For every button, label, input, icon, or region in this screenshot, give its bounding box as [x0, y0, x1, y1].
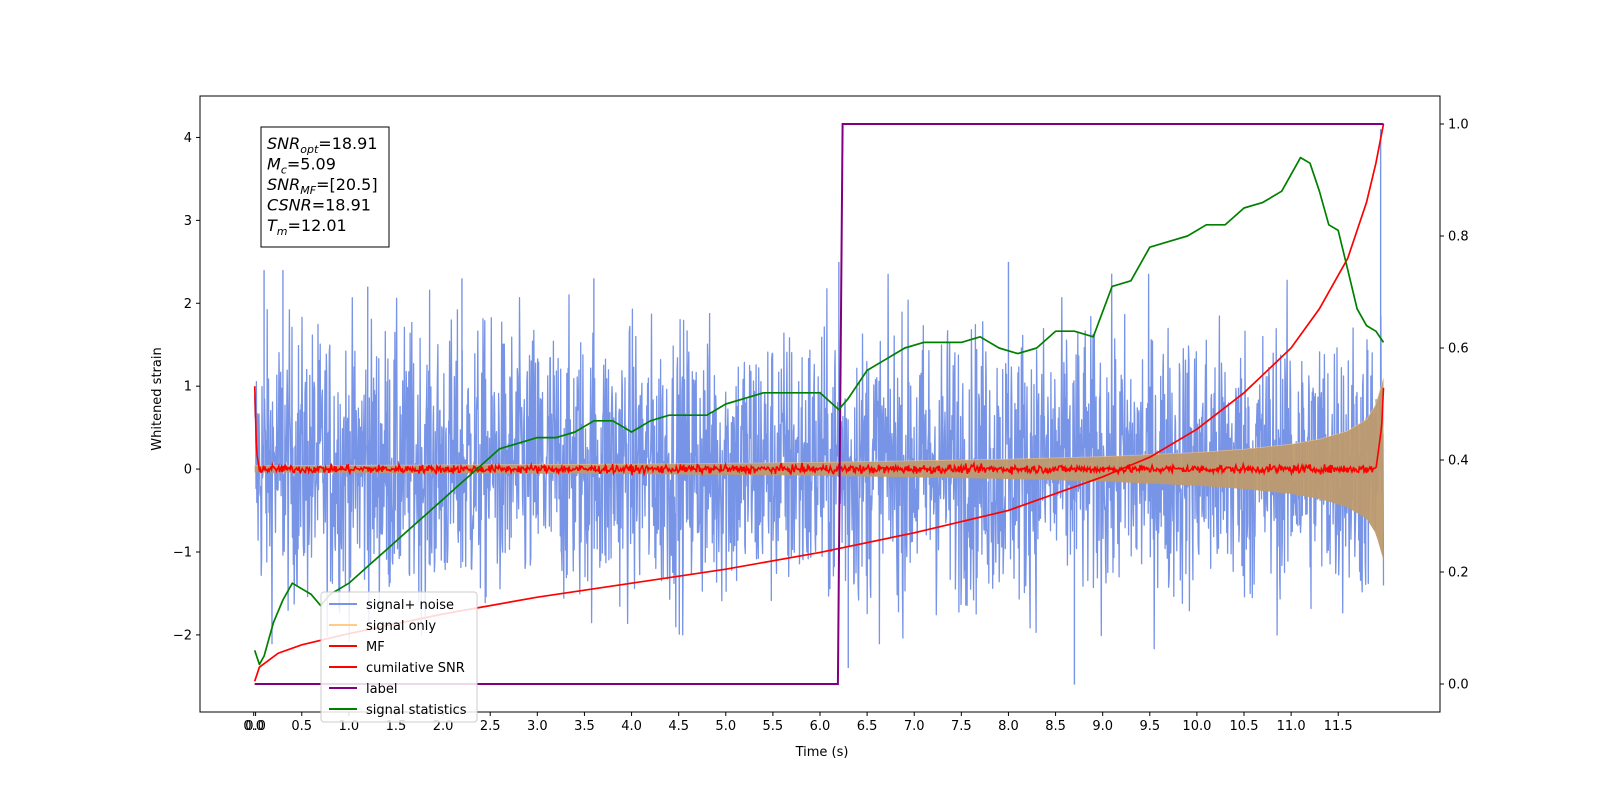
x-tick-label: 6.0 [810, 719, 831, 734]
y-tick-label: 0 [184, 463, 192, 478]
legend-label: cumilative SNR [366, 661, 465, 676]
y-tick-label: 2 [184, 297, 192, 312]
x-tick-label: 4.0 [621, 719, 642, 734]
x-tick-label: 1.5 [386, 719, 407, 734]
legend-frame [320, 591, 478, 723]
y-axis-title: Whitened strain [150, 347, 165, 450]
info-subscript: m [277, 225, 288, 238]
info-line: Tm=12.01 [267, 216, 347, 238]
y2-tick-label: 1.0 [1448, 118, 1469, 133]
x-tick-label: 11.0 [1277, 719, 1306, 734]
x-tick-label: 7.5 [951, 719, 972, 734]
y-tick-label: 1 [184, 380, 192, 395]
x-tick-label: 9.5 [1139, 719, 1160, 734]
x-tick-label: 2.0 [433, 719, 454, 734]
x-tick-label: 2.5 [480, 719, 501, 734]
info-value: =18.91 [318, 134, 377, 153]
y-tick-label: 3 [184, 214, 192, 229]
info-value: =12.01 [288, 216, 347, 235]
info-value: =5.09 [287, 155, 336, 174]
y-tick-label: −1 [173, 545, 192, 560]
y-tick-label: −2 [173, 628, 192, 643]
legend-label: MF [366, 640, 385, 655]
x-tick-label: 5.0 [715, 719, 736, 734]
y-tick-label: 4 [184, 131, 192, 146]
info-line: SNRopt=18.91 [267, 134, 378, 156]
y2-tick-label: 0.0 [1448, 678, 1469, 693]
legend-label: signal statistics [366, 703, 467, 718]
x-tick-label: 10.5 [1230, 719, 1259, 734]
x-tick-label: 10.0 [1182, 719, 1211, 734]
legend-label: signal only [366, 619, 436, 634]
y2-tick-label: 0.8 [1448, 230, 1469, 245]
info-subscript: MF [300, 184, 316, 197]
x-tick-label: 11.5 [1324, 719, 1353, 734]
x-tick-label: 8.5 [1045, 719, 1066, 734]
y2-tick-label: 0.4 [1448, 454, 1469, 469]
x-tick-label: 8.0 [998, 719, 1019, 734]
x-tick-label: 0.0 [245, 719, 266, 734]
x-tick-label: 9.0 [1092, 719, 1113, 734]
info-line: CSNR=18.91 [267, 196, 371, 215]
info-symbol: T [267, 216, 278, 235]
series-label-line [254, 123, 1384, 685]
x-tick-label: 6.5 [857, 719, 878, 734]
x-tick-label: 0.0 [243, 719, 264, 734]
y2-tick-label: 0.2 [1448, 566, 1469, 581]
x-tick-label: 0.5 [291, 719, 312, 734]
info-symbol: SNR [267, 134, 300, 153]
info-subscript: opt [300, 143, 319, 156]
info-value: =18.91 [312, 196, 371, 215]
info-value: =[20.5] [316, 175, 378, 194]
info-box-frame [260, 126, 390, 248]
info-line: Mc=5.09 [267, 155, 336, 177]
info-line: SNRMF=[20.5] [267, 175, 378, 197]
x-tick-label: 1.0 [339, 719, 360, 734]
x-tick-label: 3.5 [574, 719, 595, 734]
series-signal-only-line [254, 377, 1384, 467]
series-mf-line [253, 386, 1385, 478]
info-symbol: M [267, 155, 281, 174]
legend-label: signal+ noise [366, 598, 454, 613]
info-box: SNRopt=18.91Mc=5.09SNRMF=[20.5]CSNR=18.9… [260, 126, 390, 248]
x-axis-title: Time (s) [795, 745, 849, 760]
info-symbol: SNR [267, 175, 300, 194]
x-tick-label: 3.0 [527, 719, 548, 734]
y2-tick-label: 0.6 [1448, 342, 1469, 357]
x-tick-label: 4.5 [668, 719, 689, 734]
legend-label: label [366, 682, 397, 697]
legend: signal+ noise signal only MF cumilative SNR… [320, 591, 478, 723]
x-tick-label: 7.0 [904, 719, 925, 734]
info-symbol: CSNR [267, 196, 312, 215]
info-subscript: c [281, 164, 287, 177]
x-tick-label: 5.5 [763, 719, 784, 734]
axes-layer: 0.0 0.0 0.5 1.0 1.5 2.0 2.5 3.0 3.5 4.0 4.5 5.0 5.5 6… [150, 95, 1469, 760]
